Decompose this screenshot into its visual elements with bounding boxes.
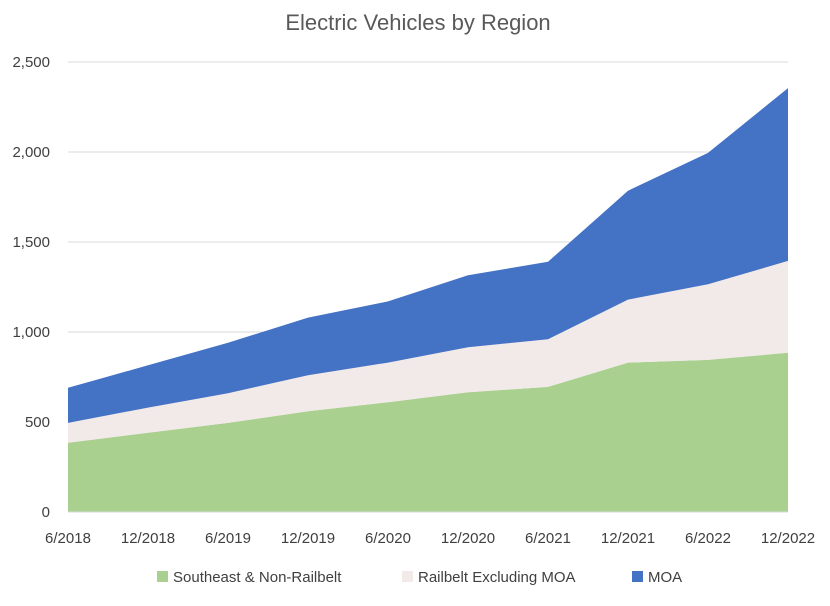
x-tick-label: 12/2021 <box>601 530 655 547</box>
x-tick-label: 6/2018 <box>45 530 91 547</box>
legend-swatch-railbelt-excluding-moa <box>402 571 413 582</box>
legend-swatch-moa <box>632 571 643 582</box>
x-tick-label: 6/2022 <box>685 530 731 547</box>
x-tick-label: 12/2022 <box>761 530 815 547</box>
y-tick-label: 2,000 <box>12 144 50 161</box>
y-tick-label: 1,000 <box>12 324 50 341</box>
legend-label-southeast-non-railbelt: Southeast & Non-Railbelt <box>173 569 342 586</box>
series-areas <box>68 88 788 513</box>
x-tick-label: 6/2019 <box>205 530 251 547</box>
area-moa <box>68 88 788 423</box>
area-railbelt-excluding-moa <box>68 260 788 443</box>
chart-title: Electric Vehicles by Region <box>285 10 550 35</box>
legend-label-moa: MOA <box>648 569 682 586</box>
y-axis-ticks: 0 500 1,000 1,500 2,000 2,500 <box>12 54 50 521</box>
x-tick-label: 12/2018 <box>121 530 175 547</box>
legend: Southeast & Non-Railbelt Railbelt Excludi… <box>157 569 682 586</box>
x-tick-label: 6/2021 <box>525 530 571 547</box>
x-axis-ticks: 6/2018 12/2018 6/2019 12/2019 6/2020 12/2020 6… <box>45 530 815 547</box>
y-tick-label: 0 <box>42 504 50 521</box>
x-tick-label: 6/2020 <box>365 530 411 547</box>
x-tick-label: 12/2020 <box>441 530 495 547</box>
x-tick-label: 12/2019 <box>281 530 335 547</box>
y-tick-label: 500 <box>25 414 50 431</box>
legend-swatch-southeast-non-railbelt <box>157 571 168 582</box>
y-tick-label: 2,500 <box>12 54 50 71</box>
area-southeast-non-railbelt <box>68 352 788 512</box>
y-tick-label: 1,500 <box>12 234 50 251</box>
legend-label-railbelt-excluding-moa: Railbelt Excluding MOA <box>418 569 576 586</box>
